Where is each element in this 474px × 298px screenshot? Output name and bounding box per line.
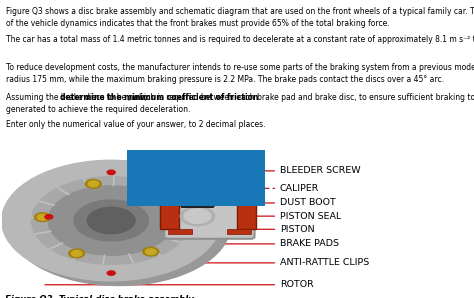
Text: ANTI-RATTLE CLIPS: ANTI-RATTLE CLIPS [280,258,369,267]
Circle shape [37,214,48,220]
Bar [168,229,192,234]
Circle shape [143,247,159,256]
Circle shape [35,213,50,222]
Bar [224,178,240,183]
Circle shape [184,209,211,224]
Circle shape [180,207,215,226]
Circle shape [85,179,101,188]
Text: of the vehicle dynamics indicates that the front brakes must provide 65% of the : of the vehicle dynamics indicates that t… [6,19,389,28]
Text: Figure Q3. Typical disc brake assembly.: Figure Q3. Typical disc brake assembly. [5,295,196,298]
Circle shape [88,181,99,187]
Polygon shape [176,198,219,207]
Circle shape [45,215,53,219]
Text: Assuming the brake discs to be new,: Assuming the brake discs to be new, [6,93,149,102]
Text: PISTON SEAL: PISTON SEAL [280,212,341,221]
Text: PISTON: PISTON [280,225,314,234]
Circle shape [107,271,115,275]
Text: Figure Q3 shows a disc brake assembly and schematic diagram that are used on the: Figure Q3 shows a disc brake assembly an… [6,7,474,15]
Circle shape [69,249,85,258]
Bar [227,181,237,188]
Text: BRAKE PADS: BRAKE PADS [280,239,338,249]
Bar [227,229,251,234]
FancyBboxPatch shape [173,180,245,198]
Text: CALIPER ASSEMBLY: CALIPER ASSEMBLY [117,182,276,197]
FancyBboxPatch shape [164,182,255,239]
Ellipse shape [48,186,174,255]
Bar [160,203,179,229]
Ellipse shape [32,177,191,264]
Text: Enter only the numerical value of your answer, to 2 decimal places.: Enter only the numerical value of your a… [6,120,265,129]
Circle shape [74,200,148,241]
Circle shape [107,170,115,175]
Ellipse shape [8,163,231,285]
Circle shape [150,189,161,194]
Text: To reduce development costs, the manufacturer intends to re-use some parts of th: To reduce development costs, the manufac… [6,63,474,72]
Circle shape [87,207,135,234]
Text: ROTOR: ROTOR [280,280,313,289]
Text: The car has a total mass of 1.4 metric tonnes and is required to decelerate at a: The car has a total mass of 1.4 metric t… [6,35,474,44]
Bar [237,203,256,229]
Circle shape [72,251,82,256]
Circle shape [146,249,156,254]
Text: DISC BRAKE: DISC BRAKE [146,161,246,176]
Text: CALIPER: CALIPER [280,184,319,193]
Ellipse shape [2,160,221,281]
Text: DUST BOOT: DUST BOOT [280,198,336,207]
Text: radius 175 mm, while the maximum braking pressure is 2.2 MPa. The brake pads con: radius 175 mm, while the maximum braking… [6,75,444,84]
Circle shape [147,187,164,196]
Text: generated to achieve the required deceleration.: generated to achieve the required decele… [6,105,190,114]
Text: , which is required between each brake pad and brake disc, to ensure sufficient : , which is required between each brake p… [128,93,474,102]
Text: BLEEDER SCREW: BLEEDER SCREW [280,166,360,176]
Text: determine the minimum coefficient of friction: determine the minimum coefficient of fri… [60,93,258,102]
